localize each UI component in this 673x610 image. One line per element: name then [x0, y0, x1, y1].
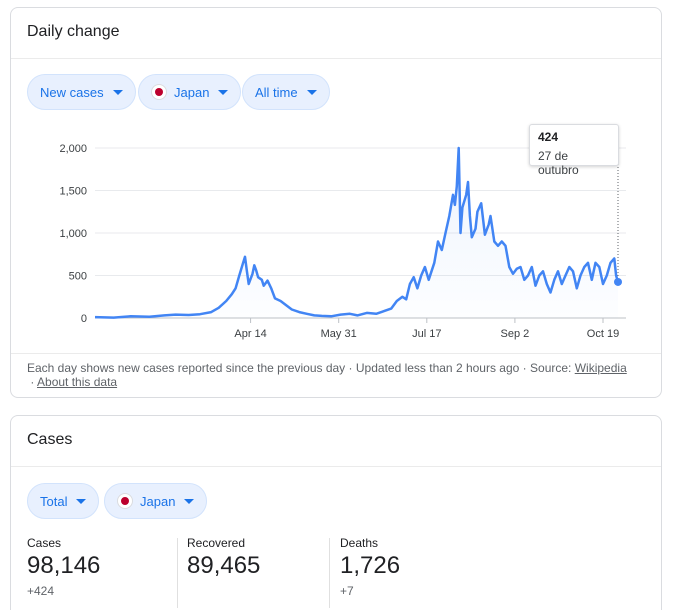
footer-note: Each day shows new cases reported since …	[27, 361, 346, 375]
chevron-down-icon	[218, 89, 229, 95]
japan-flag-icon	[151, 84, 167, 100]
x-tick-label: Sep 2	[501, 328, 530, 340]
daily-change-card: Daily change New cases Japan All time 0 5…	[10, 7, 662, 398]
tooltip-value: 424	[538, 130, 559, 144]
range-dropdown-label: All time	[255, 84, 298, 100]
new-cases-line	[94, 146, 620, 319]
stat-value: 98,146	[27, 552, 101, 579]
x-tick-label: Oct 19	[587, 328, 619, 340]
footer-updated: Updated less than 2 hours ago	[355, 361, 520, 375]
chart-footer: Each day shows new cases reported since …	[27, 361, 653, 389]
x-tick-label: Apr 14	[234, 328, 266, 340]
chevron-down-icon	[184, 498, 195, 504]
title-divider	[11, 58, 661, 59]
daily-cases-chart: 0 500 1,000 1,500 2,000 Apr 14 May 31 Jul 17 Sep…	[59, 143, 626, 340]
footer-separator: ·	[522, 361, 531, 375]
y-tick-label: 1,000	[59, 228, 87, 240]
total-dropdown-label: Total	[40, 493, 68, 509]
country-dropdown-label: Japan	[174, 84, 210, 100]
japan-flag-icon	[117, 493, 133, 509]
footer-separator: ·	[348, 361, 356, 375]
hover-point	[614, 277, 622, 286]
country-dropdown[interactable]: Japan	[138, 74, 242, 110]
x-tick-label: Jul 17	[412, 328, 441, 340]
range-dropdown[interactable]: All time	[242, 74, 330, 110]
chevron-down-icon	[76, 498, 87, 504]
total-dropdown[interactable]: Total	[27, 483, 100, 519]
stat-deaths: Deaths 1,726 +7	[340, 536, 400, 598]
stat-delta: +424	[27, 584, 55, 598]
cases-card: Cases Total Japan Cases 98,146 +424 Reco…	[10, 415, 662, 610]
about-this-data-link[interactable]: About this data	[37, 375, 118, 389]
cases-title: Cases	[27, 431, 73, 448]
source-wikipedia-link[interactable]: Wikipedia	[574, 361, 627, 375]
cases-country-label: Japan	[140, 493, 176, 509]
stat-divider	[177, 538, 178, 608]
stat-recovered: Recovered 89,465	[187, 536, 260, 584]
y-tick-label: 1,500	[59, 186, 87, 198]
stat-delta: +7	[340, 584, 354, 598]
stat-divider	[329, 538, 330, 608]
stat-cases: Cases 98,146 +424	[27, 536, 100, 598]
tooltip-date: 27 de outubro	[538, 149, 579, 177]
footer-source-label: Source:	[530, 361, 572, 375]
y-tick-label: 2,000	[59, 143, 87, 155]
y-tick-label: 0	[81, 313, 87, 325]
metric-dropdown[interactable]: New cases	[27, 74, 136, 110]
daily-change-title: Daily change	[27, 23, 120, 40]
cases-country-dropdown[interactable]: Japan	[104, 483, 208, 519]
metric-dropdown-label: New cases	[40, 84, 104, 100]
stat-label: Cases	[27, 536, 62, 550]
chart-tooltip: 424 27 de outubro	[529, 124, 619, 177]
new-cases-area	[95, 148, 618, 318]
title-divider	[11, 466, 661, 467]
stat-label: Deaths	[340, 536, 379, 550]
chevron-down-icon	[112, 89, 123, 95]
stat-value: 1,726	[340, 552, 401, 579]
stat-label: Recovered	[187, 536, 246, 550]
stat-value: 89,465	[187, 552, 261, 579]
footer-separator: ·	[27, 375, 38, 389]
x-tick-label: May 31	[321, 328, 357, 340]
chevron-down-icon	[306, 89, 317, 95]
footer-divider	[11, 353, 661, 354]
y-tick-label: 500	[69, 271, 87, 283]
